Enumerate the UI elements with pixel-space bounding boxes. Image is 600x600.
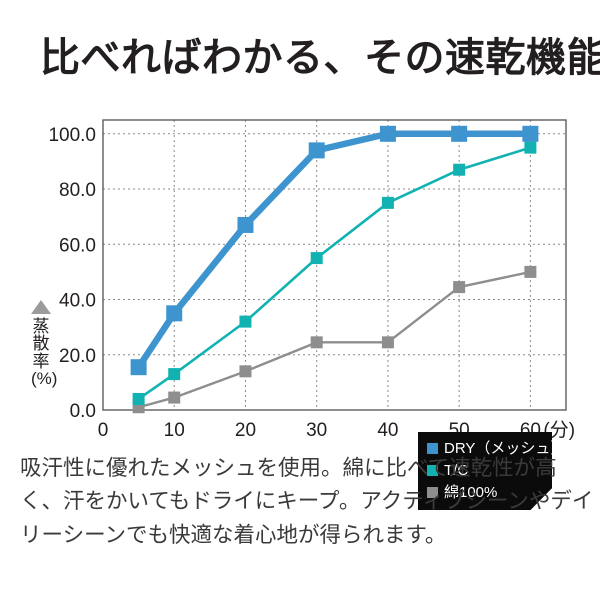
caption-line-2: く、汗をかいてもドライにキープ。アクティブシーンやデイ (20, 489, 594, 514)
data-point-marker (237, 216, 254, 233)
data-point-marker (310, 252, 323, 265)
data-point-marker (453, 163, 466, 176)
series-cotton-100 (132, 265, 537, 414)
legend-item-cotton: 綿100% (418, 481, 552, 503)
svg-text:0.0: 0.0 (70, 401, 96, 422)
legend-item-tc: T/C (418, 459, 552, 481)
data-point-marker (168, 391, 181, 404)
plot-frame (102, 119, 567, 411)
svg-text:80.0: 80.0 (59, 180, 96, 201)
series-dry-mesh (130, 125, 539, 376)
data-point-marker (132, 392, 145, 405)
svg-text:20.0: 20.0 (59, 346, 96, 367)
svg-text:40.0: 40.0 (59, 291, 96, 312)
data-point-marker (310, 336, 323, 349)
svg-text:0: 0 (98, 420, 109, 441)
y-axis-tick-labels: 0.0 20.0 40.0 60.0 80.0 100.0 (48, 125, 96, 422)
plot-background (103, 120, 566, 410)
up-arrow-icon (31, 300, 51, 314)
legend-label-dry: DRY（メッシュ） (444, 439, 566, 457)
data-point-marker (453, 281, 466, 294)
data-point-marker (381, 336, 394, 349)
legend-label-cotton: 綿100% (444, 483, 498, 501)
legend-item-dry: DRY（メッシュ） (418, 437, 552, 459)
data-point-marker (239, 315, 252, 328)
svg-text:100.0: 100.0 (48, 125, 96, 146)
data-point-marker (168, 368, 181, 381)
legend-label-tc: T/C (444, 461, 469, 479)
data-point-marker (451, 125, 468, 142)
legend-swatch-dry (427, 442, 438, 454)
data-point-marker (524, 265, 537, 278)
data-point-marker (308, 142, 325, 159)
data-point-marker (522, 125, 539, 142)
caption-text: 吸汗性に優れたメッシュを使用。綿に比べて速乾性が高 く、汗をかいてもドライにキー… (20, 452, 594, 552)
y-axis-title-label: 蒸散率(%) (31, 317, 58, 388)
series-tc (132, 141, 537, 405)
svg-text:20: 20 (235, 420, 256, 441)
svg-text:40: 40 (377, 420, 398, 441)
y-axis-title: 蒸散率(%) (24, 300, 58, 387)
data-point-marker (524, 141, 537, 154)
data-point-marker (381, 196, 394, 209)
evaporation-rate-chart: 0.0 20.0 40.0 60.0 80.0 100.0 0 10 20 30 40 50 60 (分… (0, 100, 600, 510)
svg-text:30: 30 (306, 420, 327, 441)
data-point-marker (239, 365, 252, 378)
page-title: 比べればわかる、その速乾機能 (40, 36, 600, 80)
svg-text:10: 10 (164, 420, 185, 441)
data-point-marker (130, 359, 147, 376)
svg-text:60.0: 60.0 (59, 235, 96, 256)
legend-swatch-cotton (427, 486, 438, 498)
data-point-marker (166, 305, 183, 322)
caption-line-1: 吸汗性に優れたメッシュを使用。綿に比べて速乾性が高 (20, 456, 557, 480)
vertical-gridlines (173, 120, 531, 410)
data-point-marker (379, 125, 396, 142)
caption-line-3: リーシーンでも快適な着心地が得られます。 (20, 522, 447, 547)
chart-legend: DRY（メッシュ） T/C 綿100% (418, 432, 552, 510)
legend-swatch-tc (427, 464, 438, 476)
